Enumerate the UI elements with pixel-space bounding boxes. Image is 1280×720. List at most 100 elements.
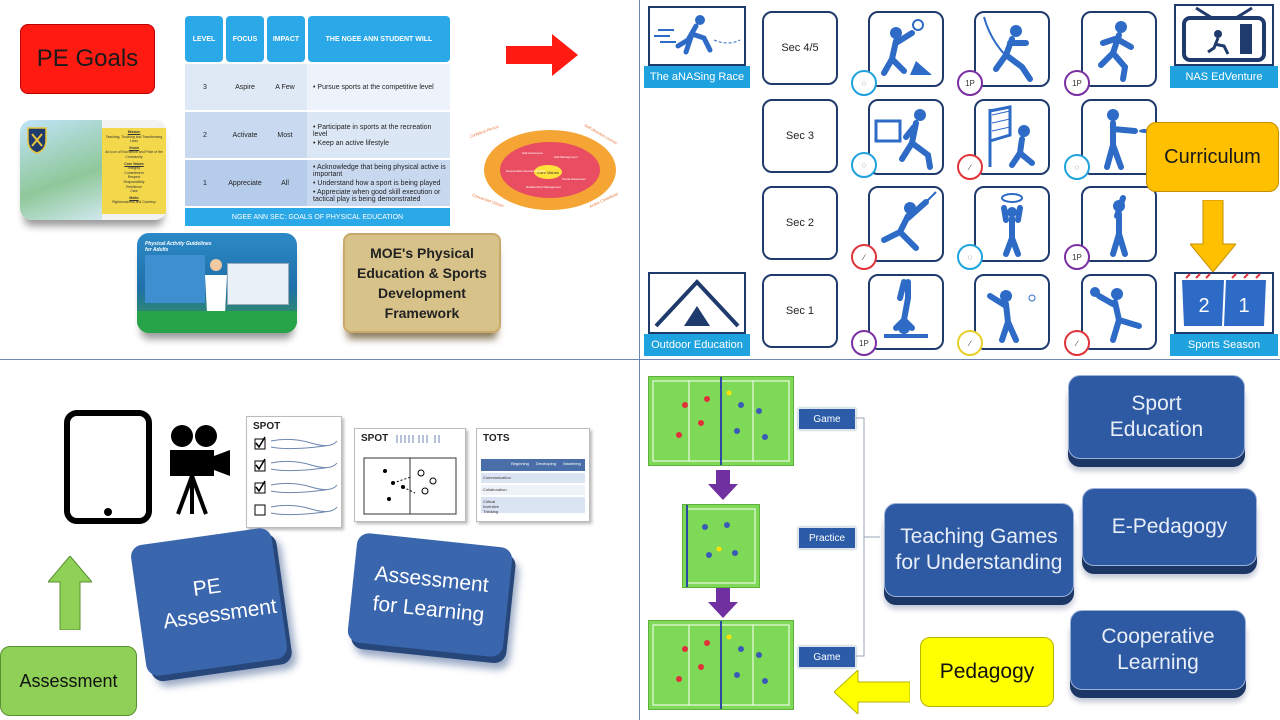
sports-season-calendar-icon: 2 1: [1174, 272, 1274, 334]
table-row: 2 Activate Most • Participate in sports …: [185, 112, 450, 158]
row-sec-3[interactable]: Sec 3: [762, 99, 838, 173]
floorball-icon[interactable]: [868, 99, 944, 175]
header-focus: FOCUS: [226, 16, 264, 62]
race-label[interactable]: The aNASing Race: [644, 66, 750, 88]
will-item: • Appreciate when good skill execution o…: [313, 188, 441, 203]
competition-badge-icon: ∕: [851, 244, 877, 270]
step-game-top[interactable]: Game: [798, 408, 856, 430]
step-practice[interactable]: Practice: [798, 527, 856, 549]
practice-field: [682, 504, 760, 588]
game-field-bottom: [648, 620, 794, 710]
cooperative-learning-button[interactable]: Cooperative Learning: [1070, 610, 1246, 690]
header-impact: IMPACT: [267, 16, 305, 62]
ip-badge: 1P: [957, 70, 983, 96]
softball-icon[interactable]: [1081, 186, 1157, 262]
up-arrow-icon: [48, 556, 92, 630]
header-will: THE NGEE ANN STUDENT WILL: [308, 16, 450, 62]
spot-field-card: SPOT: [354, 428, 466, 522]
epedagogy-button[interactable]: E-Pedagogy: [1082, 488, 1257, 566]
row-sec-4-5[interactable]: Sec 4/5: [762, 11, 838, 85]
tv-icon: [1174, 4, 1274, 66]
svg-text:Confident Person: Confident Person: [470, 123, 500, 139]
row-level: 1: [203, 179, 207, 187]
vision-text-box: Mission Teaching, Touching and Transform…: [102, 128, 166, 214]
assessment-box[interactable]: Assessment: [0, 646, 137, 716]
tennis-icon[interactable]: [1081, 274, 1157, 350]
video-camera-icon: [170, 425, 230, 515]
volleyball-icon[interactable]: [974, 99, 1050, 175]
physical-activity-card: Physical Activity Guidelines for Adults: [137, 233, 297, 333]
row-sec-1[interactable]: Sec 1: [762, 274, 838, 348]
pe-goals-box[interactable]: PE Goals: [20, 24, 155, 94]
baseball-icon[interactable]: [974, 274, 1050, 350]
row-level: 3: [203, 83, 207, 91]
tgfu-button[interactable]: Teaching Games for Understanding: [884, 503, 1074, 597]
ip-badge: 1P: [1064, 244, 1090, 270]
recreation-badge-icon: ◌: [851, 152, 877, 178]
row-sec-2[interactable]: Sec 2: [762, 186, 838, 260]
row-focus: Activate: [232, 131, 258, 139]
tactics-board-icon: [363, 457, 457, 515]
checklist-icon: [254, 436, 338, 516]
down-arrow-icon: [708, 588, 738, 618]
vision-mission-card: Mission Teaching, Touching and Transform…: [20, 120, 167, 220]
fencing-icon[interactable]: [868, 186, 944, 262]
will-item: • Pursue sports at the competitive level: [313, 83, 434, 91]
ip-badge: 1P: [1064, 70, 1090, 96]
afl-button[interactable]: Assessment for Learning: [346, 532, 514, 658]
curriculum-box[interactable]: Curriculum: [1146, 122, 1279, 192]
svg-text:2: 2: [1198, 295, 1209, 317]
fitness-badge-icon: ∕: [957, 330, 983, 356]
person-figure-icon: [205, 259, 227, 313]
pe-assessment-button[interactable]: PE Assessment: [129, 526, 289, 678]
svg-text:Relationship Management: Relationship Management: [526, 185, 561, 189]
race-runner-icon: [648, 6, 746, 66]
game-field-top: [648, 376, 794, 466]
table-footer: NGEE ANN SEC: GOALS OF PHYSICAL EDUCATIO…: [185, 208, 450, 226]
sport-education-button[interactable]: Sport Education: [1068, 375, 1245, 459]
red-arrow-icon: [506, 34, 578, 76]
will-item: • Keep an active lifestyle: [313, 139, 390, 147]
row-impact: A Few: [275, 83, 295, 91]
svg-text:Social Awareness: Social Awareness: [562, 177, 586, 181]
pedagogy-box[interactable]: Pedagogy: [920, 637, 1054, 707]
row-focus: Aspire: [235, 83, 255, 91]
svg-text:Self-Management: Self-Management: [554, 155, 578, 159]
table-row: 1 Appreciate All • Acknowledge that bein…: [185, 160, 450, 206]
down-arrow-icon: [708, 470, 738, 500]
wheel-center: Core Values: [537, 170, 559, 175]
sports-season-label[interactable]: Sports Season: [1170, 334, 1278, 356]
tots-card: TOTS Beginning Developing Mastering Comm…: [476, 428, 590, 522]
will-item: • Participate in sports at the recreatio…: [313, 123, 432, 138]
tent-icon: [648, 272, 746, 334]
row-focus: Appreciate: [228, 179, 262, 187]
netball-icon[interactable]: [974, 186, 1050, 262]
vertical-divider: [639, 0, 640, 720]
recreation-badge-icon: ◌: [851, 70, 877, 96]
moe-framework-card[interactable]: MOE's Physical Education & Sports Develo…: [343, 233, 501, 333]
header-level: LEVEL: [185, 16, 223, 62]
badminton-icon[interactable]: [868, 11, 944, 87]
school-crest-icon: [27, 127, 47, 154]
outdoor-label[interactable]: Outdoor Education: [644, 334, 750, 356]
tablet-icon: [64, 410, 152, 524]
dodgeball-icon[interactable]: [1081, 11, 1157, 87]
gymnastics-rope-icon[interactable]: [974, 11, 1050, 87]
edventure-label[interactable]: NAS EdVenture: [1170, 66, 1278, 88]
table-row: 3 Aspire A Few • Pursue sports at the co…: [185, 64, 450, 110]
horizontal-divider: [0, 359, 1280, 360]
handstand-icon[interactable]: [868, 274, 944, 350]
ip-badge: 1P: [851, 330, 877, 356]
svg-text:Responsible Decision Making: Responsible Decision Making: [506, 169, 546, 173]
recreation-badge-icon: ◌: [957, 244, 983, 270]
left-arrow-icon: [834, 670, 910, 714]
svg-text:1: 1: [1238, 295, 1249, 317]
step-game-bottom[interactable]: Game: [798, 646, 856, 668]
tally-icon: [396, 435, 440, 443]
will-item: • Understand how a sport is being played: [313, 179, 441, 187]
competition-badge-icon: ∕: [957, 154, 983, 180]
recreation-badge-icon: ◌: [1064, 154, 1090, 180]
row-impact: Most: [277, 131, 293, 139]
spot-checklist-card: SPOT: [246, 416, 342, 528]
row-level: 2: [203, 131, 207, 139]
